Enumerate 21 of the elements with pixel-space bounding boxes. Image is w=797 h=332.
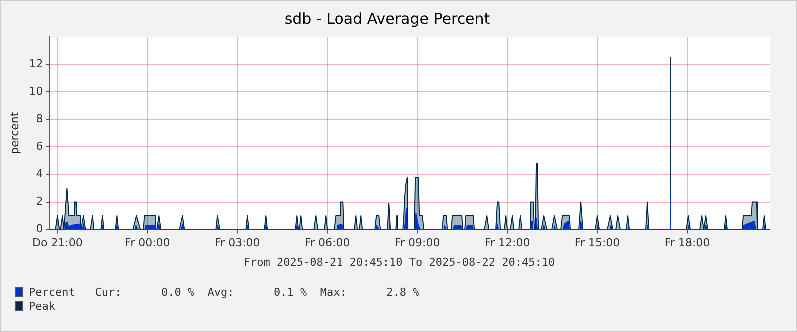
- chart-title: sdb - Load Average Percent: [284, 10, 490, 28]
- x-tick-label: Fr 06:00: [304, 236, 350, 250]
- y-tick-label: 4: [36, 168, 44, 181]
- x-tick-label: Do 21:00: [32, 236, 83, 250]
- x-tick-label: Fr 00:00: [125, 236, 170, 250]
- y-tick-label: 0: [36, 222, 44, 236]
- y-tick-label: 6: [36, 140, 44, 154]
- legend-label: Percent: [29, 286, 76, 298]
- text: From 2025-08-21 20:45:10 To 2025-08-22 20:45:10: [242, 256, 556, 269]
- x-tick-label: Fr 09:00: [394, 236, 440, 250]
- legend-label: Peak: [29, 300, 56, 312]
- x-tick-label: Fr 18:00: [664, 236, 710, 250]
- y-tick-label: 8: [36, 112, 44, 126]
- x-tick-label: Fr 03:00: [215, 236, 260, 250]
- x-tick-label: Fr 12:00: [484, 236, 530, 250]
- y-tick-label: 2: [36, 195, 44, 208]
- x-tick-label: Fr 15:00: [574, 236, 620, 250]
- y-tick-label: 10: [29, 84, 44, 98]
- y-tick-label: 12: [29, 57, 44, 70]
- text: Cur: 0.0 % Avg: 0.1 % Max: 2.8 %: [94, 286, 420, 298]
- y-axis-title: percent: [8, 112, 22, 154]
